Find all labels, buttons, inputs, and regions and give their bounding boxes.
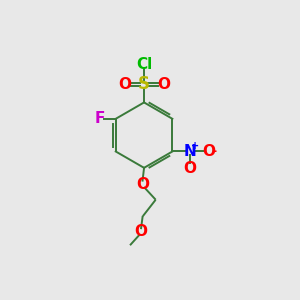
- Text: S: S: [138, 75, 150, 93]
- Text: -: -: [212, 145, 217, 158]
- Text: O: O: [118, 76, 131, 92]
- Text: O: O: [184, 160, 197, 175]
- Text: N: N: [184, 144, 197, 159]
- Text: +: +: [190, 141, 199, 152]
- Text: F: F: [94, 111, 105, 126]
- Text: O: O: [135, 224, 148, 239]
- Text: O: O: [202, 144, 215, 159]
- Text: O: O: [157, 76, 170, 92]
- Text: O: O: [136, 177, 149, 192]
- Text: Cl: Cl: [136, 57, 152, 72]
